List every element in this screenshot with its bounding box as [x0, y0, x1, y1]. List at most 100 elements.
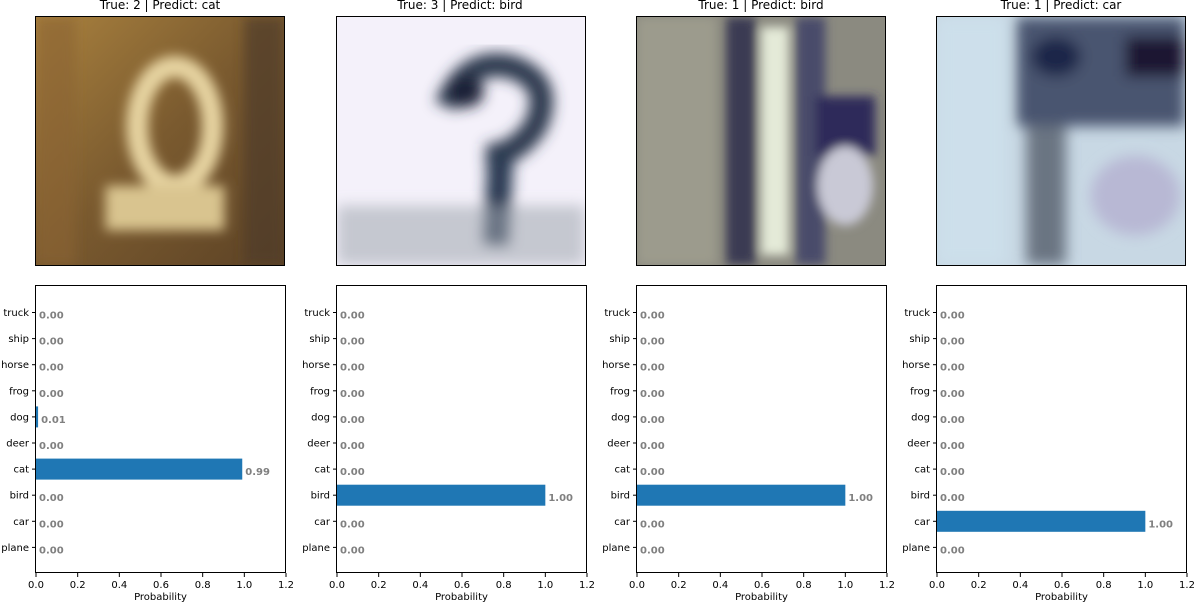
value-label: 0.00	[39, 337, 64, 348]
panel-title: True: 2 | Predict: cat	[99, 0, 221, 12]
y-tick-label: ship	[909, 334, 930, 345]
bar	[337, 484, 546, 506]
x-tick-label: 0.0	[329, 580, 345, 591]
x-tick-label: 1.0	[837, 580, 853, 591]
y-tick-label: dog	[911, 412, 930, 423]
x-tick-label: 0.2	[70, 580, 86, 591]
x-axis-label: Probability	[134, 592, 187, 603]
y-tick-label: plane	[302, 543, 330, 554]
bar	[36, 458, 243, 480]
y-tick-label: horse	[302, 360, 330, 371]
y-tick-label: car	[614, 517, 631, 528]
x-axis-label: Probability	[435, 592, 488, 603]
value-label: 0.00	[340, 545, 365, 556]
x-tick-label: 1.0	[1137, 580, 1153, 591]
value-label: 0.00	[340, 389, 365, 400]
value-label: 0.00	[640, 441, 665, 452]
x-tick-label: 0.2	[371, 580, 387, 591]
digit-image	[336, 16, 586, 266]
y-tick-label: deer	[6, 439, 30, 450]
x-tick-label: 0.4	[712, 580, 728, 591]
value-label: 0.00	[340, 363, 365, 374]
x-tick-label: 0.4	[111, 580, 127, 591]
prob-plot: plane 0.00 car 0.00 bird 0.00 cat 0.99 deer 0.00 d…	[1, 285, 294, 591]
value-label: 0.00	[940, 363, 965, 374]
value-label: 0.00	[340, 311, 365, 322]
value-label: 0.99	[245, 467, 270, 478]
y-tick-label: plane	[602, 543, 630, 554]
value-label: 0.00	[640, 415, 665, 426]
x-tick-label: 0.6	[754, 580, 770, 591]
value-label: 0.00	[39, 441, 64, 452]
y-tick-label: cat	[13, 465, 29, 476]
x-tick-label: 0.8	[195, 580, 211, 591]
value-label: 0.00	[940, 493, 965, 504]
bar	[637, 484, 846, 506]
bar-chart-svg: plane 0.00 car 0.00 bird 1.00 cat 0.00 deer 0.00 d…	[302, 308, 595, 591]
panel-title: True: 3 | Predict: bird	[397, 0, 523, 12]
y-tick-label: dog	[311, 412, 330, 423]
x-tick-label: 0.6	[1054, 580, 1070, 591]
value-label: 1.00	[548, 493, 573, 504]
value-label: 0.00	[640, 311, 665, 322]
y-tick-label: truck	[604, 308, 630, 319]
value-label: 0.00	[640, 545, 665, 556]
value-label: 0.00	[39, 545, 64, 556]
x-axis-label: Probability	[735, 592, 788, 603]
x-tick-label: 0.0	[929, 580, 945, 591]
value-label: 0.00	[340, 467, 365, 478]
value-label: 0.00	[640, 519, 665, 530]
prob-plot: plane 0.00 car 1.00 bird 0.00 cat 0.00 deer 0.00 d…	[902, 285, 1194, 591]
y-tick-label: ship	[309, 334, 330, 345]
x-tick-label: 0.6	[454, 580, 470, 591]
value-label: 0.00	[640, 389, 665, 400]
value-label: 0.00	[340, 415, 365, 426]
y-tick-label: cat	[314, 465, 330, 476]
x-tick-label: 1.2	[879, 580, 895, 591]
y-tick-label: deer	[307, 439, 331, 450]
y-tick-label: plane	[902, 543, 930, 554]
y-tick-label: bird	[911, 491, 930, 502]
bar	[36, 406, 39, 428]
y-tick-label: frog	[610, 386, 630, 397]
y-tick-label: ship	[8, 334, 29, 345]
y-tick-label: ship	[609, 334, 630, 345]
value-label: 0.00	[940, 545, 965, 556]
value-label: 0.00	[340, 519, 365, 530]
value-label: 1.00	[1148, 519, 1173, 530]
panel-title: True: 1 | Predict: bird	[698, 0, 824, 12]
x-tick-label: 0.2	[671, 580, 687, 591]
y-tick-label: bird	[10, 491, 29, 502]
x-axis-label: Probability	[1035, 592, 1088, 603]
y-tick-label: car	[314, 517, 331, 528]
panel-title: True: 1 | Predict: car	[1000, 0, 1122, 12]
y-tick-label: truck	[904, 308, 930, 319]
x-tick-label: 1.2	[579, 580, 595, 591]
y-tick-label: frog	[9, 386, 29, 397]
prob-plot: plane 0.00 car 0.00 bird 1.00 cat 0.00 deer 0.00 d…	[602, 285, 895, 591]
y-tick-label: frog	[310, 386, 330, 397]
value-label: 0.00	[640, 467, 665, 478]
y-tick-label: plane	[1, 543, 29, 554]
y-tick-label: horse	[902, 360, 930, 371]
y-tick-label: horse	[1, 360, 29, 371]
bar-chart-svg: plane 0.00 car 0.00 bird 1.00 cat 0.00 deer 0.00 d…	[602, 308, 895, 591]
digit-image	[636, 16, 886, 266]
value-label: 0.00	[940, 389, 965, 400]
x-tick-label: 0.2	[971, 580, 987, 591]
y-tick-label: frog	[910, 386, 930, 397]
value-label: 0.00	[940, 415, 965, 426]
x-tick-label: 0.8	[1096, 580, 1112, 591]
x-tick-label: 1.0	[236, 580, 252, 591]
y-tick-label: truck	[304, 308, 330, 319]
value-label: 0.00	[39, 363, 64, 374]
prob-plot: plane 0.00 car 0.00 bird 1.00 cat 0.00 deer 0.00 d…	[302, 285, 595, 591]
y-tick-label: car	[914, 517, 931, 528]
value-label: 0.00	[940, 467, 965, 478]
y-tick-label: bird	[611, 491, 630, 502]
value-label: 0.00	[340, 337, 365, 348]
y-tick-label: cat	[914, 465, 930, 476]
y-tick-label: deer	[607, 439, 631, 450]
value-label: 0.01	[41, 415, 66, 426]
y-tick-label: deer	[907, 439, 931, 450]
